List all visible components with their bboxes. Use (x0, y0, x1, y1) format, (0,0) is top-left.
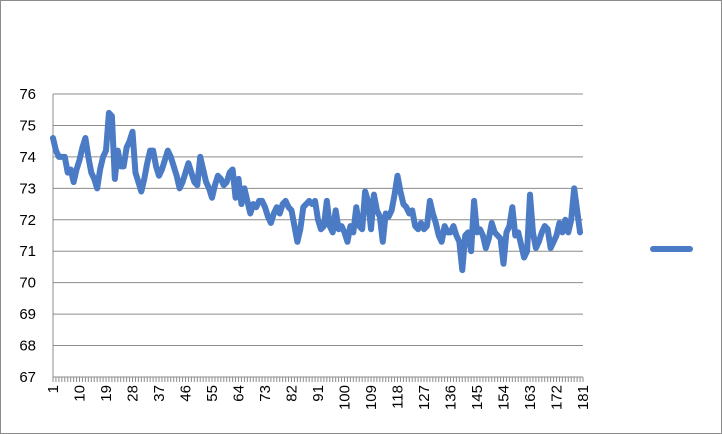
y-tick-labels: 67 68 69 70 71 72 73 74 75 76 (19, 86, 36, 386)
x-tick-label: 109 (363, 385, 380, 410)
y-tick-label: 73 (19, 180, 36, 197)
x-tick-label: 10 (72, 385, 89, 402)
x-tick-label: 19 (98, 385, 115, 402)
x-tick-label: 37 (151, 385, 168, 402)
x-tick-label: 163 (522, 385, 539, 410)
series-line-0 (50, 109, 584, 274)
x-tick-label: 181 (575, 385, 592, 410)
gridlines (53, 93, 583, 347)
x-tick-label: 64 (231, 385, 248, 402)
x-tick-label: 55 (204, 385, 221, 402)
x-tick-label: 82 (284, 385, 301, 402)
x-tick-label: 73 (257, 385, 274, 402)
y-tick-label: 69 (19, 306, 36, 323)
x-tick-label: 46 (178, 385, 195, 402)
series-layer (50, 109, 584, 274)
x-tick-label: 28 (125, 385, 142, 402)
x-tick-labels: 1 10 19 28 37 46 55 64 73 82 91 100 109 118 127 136 145 1… (45, 385, 592, 410)
y-tick-label: 70 (19, 275, 36, 292)
y-tick-label: 68 (19, 338, 36, 355)
x-tick-label: 91 (310, 385, 327, 402)
y-tick-label: 71 (19, 243, 36, 260)
y-tick-label: 75 (19, 117, 36, 134)
x-tick-label: 172 (549, 385, 566, 410)
x-tick-label: 127 (416, 385, 433, 410)
x-tick-label: 145 (469, 385, 486, 410)
y-tick-label: 74 (19, 149, 36, 166)
x-tick-label: 136 (443, 385, 460, 410)
x-tick-label: 154 (496, 385, 513, 410)
y-tick-label: 76 (19, 86, 36, 103)
y-tick-label: 72 (19, 212, 36, 229)
y-tick-label: 67 (19, 369, 36, 386)
x-tick-label: 100 (337, 385, 354, 410)
x-tick-label: 1 (45, 385, 62, 393)
x-tick-label: 118 (390, 385, 407, 409)
